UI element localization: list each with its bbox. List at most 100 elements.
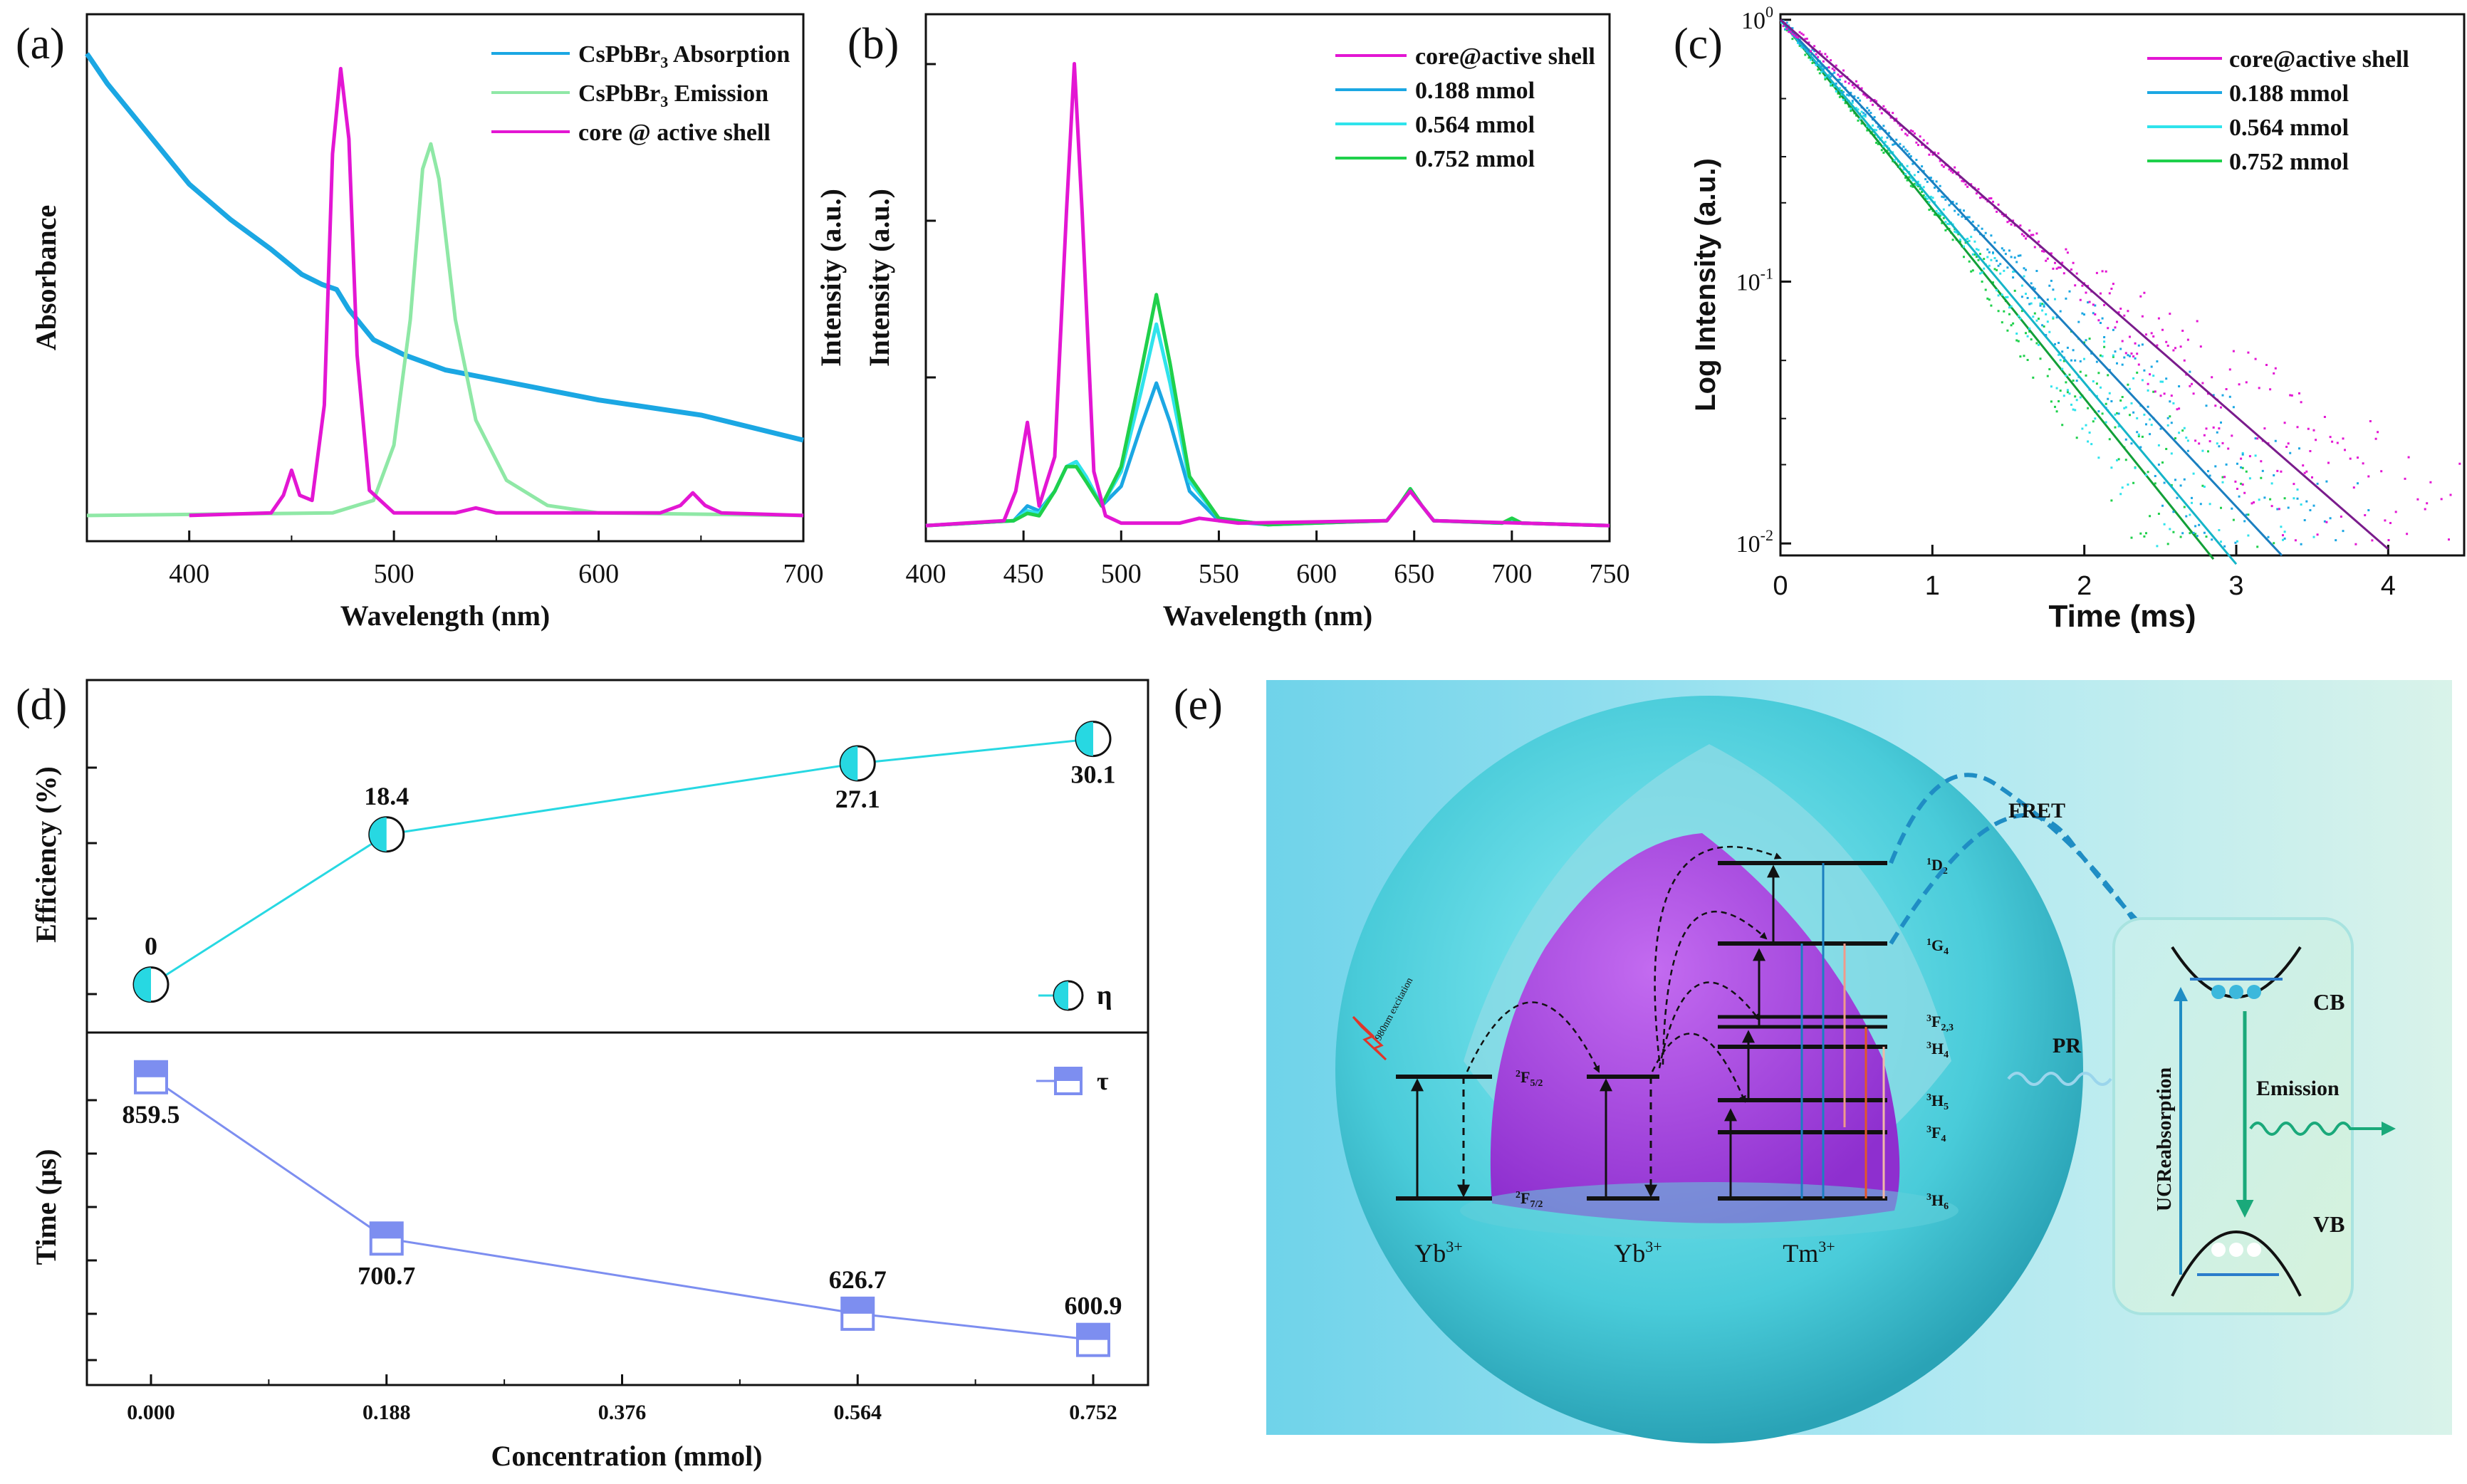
- panel-b-frame: [924, 13, 1611, 543]
- d-lifetime-marker: [134, 1060, 168, 1094]
- d-legend-eta-fill: [1054, 981, 1068, 1010]
- d-efficiency-marker: [1075, 721, 1112, 758]
- d-eff-marker-fill: [1076, 721, 1093, 756]
- d-lifetime-line: [150, 1076, 1094, 1342]
- panel-d-lifetime-series: 859.5 700.7 626.7 600.9 τ: [122, 1060, 1122, 1357]
- ion-label: Tm3+: [1783, 1238, 1835, 1268]
- panel-a-series: [85, 52, 804, 518]
- panel-a-label: (a): [16, 20, 65, 68]
- panel-a-frame: [85, 13, 805, 543]
- panel-c-label: (c): [1674, 20, 1723, 68]
- perovskite-box: [2112, 917, 2354, 1315]
- panel-e: (e) 2F5/2 2F7/2 1D2 1G4 3F2,3 3H4 3H5 3F4 3H6 Yb3…: [1174, 680, 2452, 1443]
- panel-c: (c) 0 1 2 3 4 100 10-1 10-2 Time (ms) Log Inten…: [1674, 3, 2466, 634]
- emission-label: Emission: [2256, 1077, 2340, 1100]
- panel-d-xlabel: Concentration (mmol): [491, 1440, 762, 1472]
- panel-d-bottom-ylabel: Time (μs): [30, 1149, 62, 1265]
- a-legend-label: CsPbBr3 Absorption: [578, 41, 790, 71]
- panel-e-label: (e): [1174, 681, 1223, 729]
- d-efficiency-marker: [368, 816, 405, 853]
- panel-b: (b) 400 450 500 550 600 650 700 750 Wavelength …: [815, 13, 1630, 632]
- a-legend-label: CsPbBr3 Emission: [578, 80, 768, 110]
- c-fit-line-0: [1780, 19, 2389, 550]
- pr-label: PR: [2053, 1034, 2081, 1057]
- panel-c-xlabel: Time (ms): [2048, 599, 2196, 634]
- b-legend-label: 0.188 mmol: [1415, 78, 1535, 104]
- ion-label: Yb3+: [1414, 1238, 1462, 1268]
- panel-c-ticks: 0 1 2 3 4 100 10-1 10-2: [1736, 3, 2396, 601]
- b-series-line-1: [925, 381, 1610, 528]
- energy-transfer-curve: [1654, 845, 1782, 1062]
- panel-b-xlabel: Wavelength (nm): [1163, 600, 1372, 632]
- d-xtick-label: 0.564: [834, 1401, 882, 1424]
- b-xtick-label: 650: [1394, 559, 1434, 589]
- d-xtick-label: 0.752: [1069, 1401, 1117, 1424]
- b-xtick-label: 500: [1101, 559, 1142, 589]
- d-lifetime-marker: [840, 1296, 875, 1331]
- c-xtick-label: 2: [2077, 571, 2092, 601]
- level-label: 3F2,3: [1926, 1013, 1954, 1033]
- c-fit-line-2: [1779, 19, 2238, 565]
- d-lifetime-value: 859.5: [122, 1100, 180, 1129]
- c-scatter-0: [1782, 22, 2461, 545]
- panel-d-label: (d): [16, 681, 67, 729]
- d-lifetime-marker: [369, 1221, 404, 1256]
- panel-b-ylabel: Intensity (a.u.): [815, 189, 847, 367]
- ion-label: Yb3+: [1614, 1238, 1662, 1268]
- d-efficiency-marker: [132, 966, 169, 1003]
- d-lifetime-value: 626.7: [829, 1265, 887, 1294]
- level-label: 3F4: [1926, 1124, 1946, 1144]
- c-series-points-0: [1782, 22, 2461, 545]
- d-legend-eta-label: η: [1097, 981, 1112, 1010]
- d-efficiency-marker: [839, 745, 876, 782]
- d-efficiency-value: 30.1: [1071, 761, 1116, 789]
- d-xtick-label: 0.188: [363, 1401, 411, 1424]
- c-legend-label: 0.188 mmol: [2229, 80, 2349, 107]
- reabsorption-label: UCReabsorption: [2154, 1067, 2176, 1211]
- panel-c-legend: core@active shell 0.188 mmol 0.564 mmol 0.7…: [2147, 46, 2409, 175]
- hole-dot: [2247, 1243, 2261, 1257]
- d-lifetime-value: 600.9: [1065, 1292, 1122, 1320]
- c-xtick-label: 1: [1925, 571, 1940, 601]
- electron-dot: [2211, 985, 2226, 999]
- panel-c-frame: [1779, 13, 2466, 557]
- pr-wave: [2007, 1072, 2112, 1086]
- panel-c-series: [1779, 19, 2461, 565]
- panel-a: (a) 400 500 600 700 Wavelength (nm) Absorba…: [16, 13, 824, 632]
- c-series-points-3: [1780, 19, 2286, 548]
- panel-a-xticks: 400 500 600 700: [86, 531, 824, 589]
- d-lifetime-value: 700.7: [358, 1261, 415, 1290]
- d-eff-marker-fill: [134, 967, 151, 1002]
- hole-dot: [2229, 1243, 2243, 1257]
- c-xtick-label: 4: [2381, 571, 2396, 601]
- vb-label: VB: [2313, 1211, 2345, 1237]
- b-legend-label: 0.564 mmol: [1415, 112, 1535, 138]
- a-series-line-0: [85, 52, 804, 443]
- a-series-line-1: [86, 142, 804, 518]
- d-efficiency-value: 18.4: [364, 782, 409, 810]
- d-xtick-label: 0.376: [598, 1401, 647, 1424]
- b-xtick-label: 400: [906, 559, 946, 589]
- d-tau-marker-fill: [1055, 1068, 1081, 1081]
- panel-c-ylabel: Log Intensity (a.u.): [1690, 158, 1721, 412]
- level-label: 2F5/2: [1516, 1068, 1543, 1089]
- panel-b-label: (b): [847, 20, 899, 68]
- c-scatter-3: [1780, 19, 2286, 548]
- panel-b-series: [925, 62, 1610, 528]
- band-diagram: UCReabsorption CB VB Emission: [2154, 946, 2396, 1297]
- c-ytick-label: 100: [1741, 3, 1773, 34]
- panel-b-legend: core@active shell 0.188 mmol 0.564 mmol 0.7…: [1335, 43, 1595, 172]
- energy-transfer-curve: [1466, 1001, 1600, 1073]
- c-legend-label: 0.752 mmol: [2229, 149, 2349, 175]
- b-xtick-label: 600: [1296, 559, 1337, 589]
- d-efficiency-line: [150, 738, 1094, 986]
- hole-dot: [2211, 1243, 2226, 1257]
- level-label: 2F7/2: [1516, 1189, 1543, 1210]
- panel-d: (d) 0.000 0.188 0.376 0.564 0.752 0 18.4 27.1 3…: [16, 679, 1149, 1472]
- d-tau-marker-fill: [842, 1297, 874, 1314]
- panel-a-xlabel: Wavelength (nm): [340, 600, 550, 632]
- core-cutaway: [1490, 833, 1900, 1223]
- b-legend-label: core@active shell: [1415, 43, 1595, 70]
- d-xtick-label: 0.000: [127, 1401, 175, 1424]
